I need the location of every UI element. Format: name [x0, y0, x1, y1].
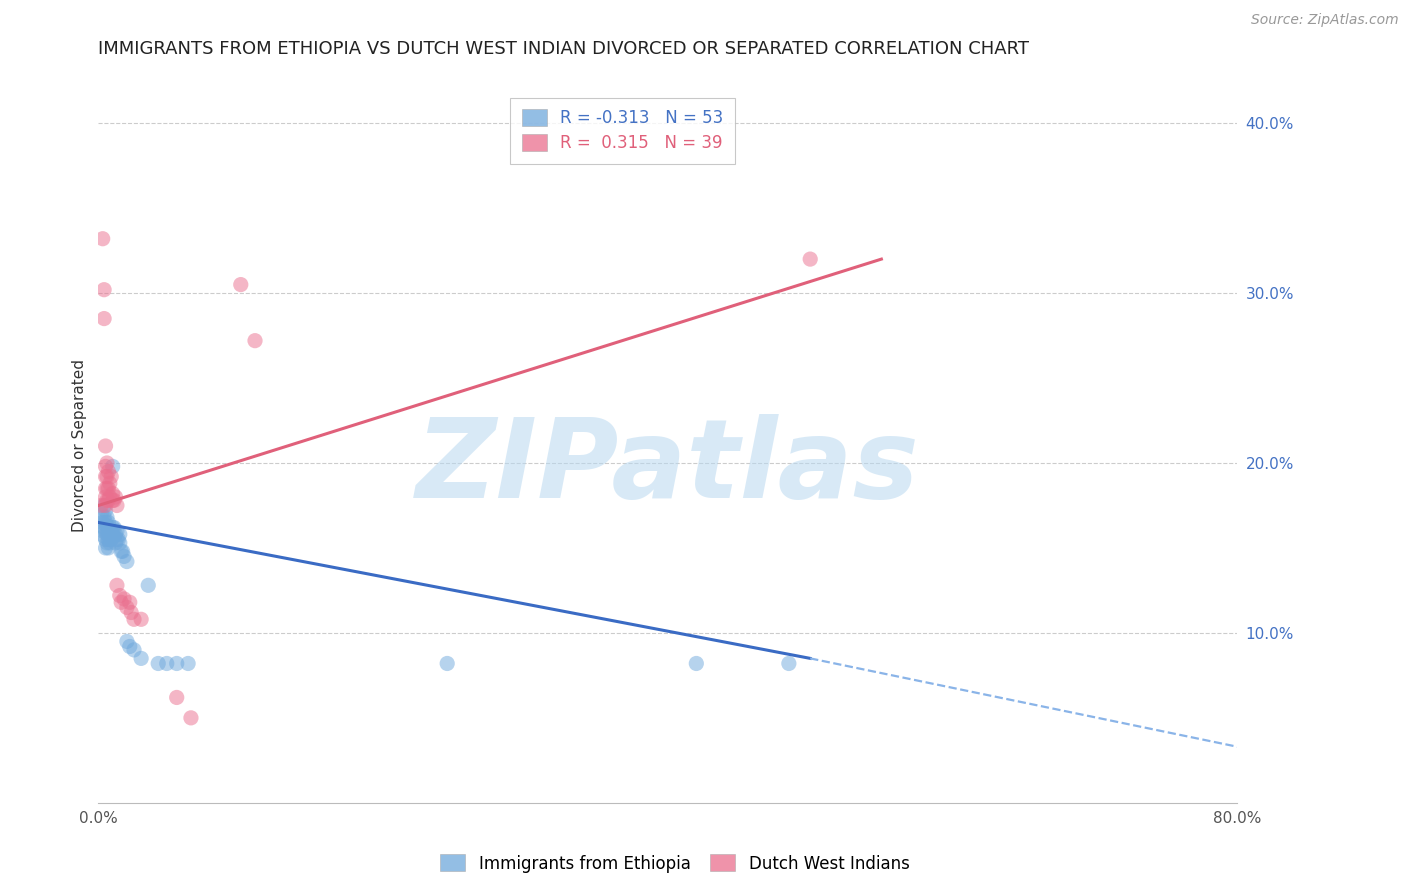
Point [97, 493, 120, 508]
Point [107, 533, 129, 547]
Point [156, 657, 179, 671]
Point [104, 527, 127, 541]
Point [778, 657, 800, 671]
Point [122, 643, 145, 657]
Point [105, 524, 128, 538]
Text: Source: ZipAtlas.com: Source: ZipAtlas.com [1251, 13, 1399, 28]
Point [100, 524, 122, 538]
Point [136, 578, 159, 592]
Y-axis label: Divorced or Separated: Divorced or Separated [72, 359, 87, 533]
Point [108, 527, 131, 541]
Point [177, 657, 200, 671]
Point [94, 482, 117, 496]
Point [96, 493, 118, 508]
Point [98, 520, 121, 534]
Point [243, 334, 266, 348]
Point [122, 612, 145, 626]
Point [110, 595, 132, 609]
Point [97, 533, 120, 547]
Point [97, 541, 120, 555]
Point [101, 520, 124, 534]
Point [103, 529, 125, 543]
Point [148, 657, 170, 671]
Point [98, 476, 121, 491]
Legend: R = -0.313   N = 53, R =  0.315   N = 39: R = -0.313 N = 53, R = 0.315 N = 39 [510, 97, 735, 164]
Point [94, 524, 117, 538]
Point [93, 283, 115, 297]
Point [105, 578, 128, 592]
Point [93, 311, 115, 326]
Point [94, 490, 117, 504]
Text: IMMIGRANTS FROM ETHIOPIA VS DUTCH WEST INDIAN DIVORCED OR SEPARATED CORRELATION : IMMIGRANTS FROM ETHIOPIA VS DUTCH WEST I… [98, 40, 1029, 58]
Point [105, 533, 128, 547]
Point [94, 541, 117, 555]
Point [685, 657, 707, 671]
Point [101, 529, 124, 543]
Point [105, 499, 128, 513]
Point [97, 465, 120, 479]
Point [166, 657, 188, 671]
Point [96, 536, 118, 550]
Point [120, 606, 142, 620]
Point [94, 503, 117, 517]
Point [101, 493, 124, 508]
Point [166, 690, 188, 705]
Point [91, 516, 114, 530]
Text: ZIPatlas: ZIPatlas [416, 414, 920, 521]
Point [229, 277, 252, 292]
Point [115, 555, 138, 569]
Point [129, 651, 152, 665]
Point [97, 524, 120, 538]
Point [93, 529, 115, 543]
Point [90, 499, 112, 513]
Point [93, 499, 115, 513]
Point [118, 640, 141, 654]
Point [101, 486, 124, 500]
Point [799, 252, 821, 266]
Point [108, 536, 131, 550]
Point [94, 516, 117, 530]
Point [112, 549, 135, 564]
Point [180, 711, 202, 725]
Point [100, 469, 122, 483]
Point [97, 482, 120, 496]
Point [436, 657, 458, 671]
Point [96, 510, 118, 524]
Point [93, 510, 115, 524]
Point [103, 493, 125, 508]
Point [104, 536, 127, 550]
Point [94, 459, 117, 474]
Point [94, 533, 117, 547]
Point [91, 232, 114, 246]
Point [91, 524, 114, 538]
Point [98, 536, 121, 550]
Point [90, 507, 112, 521]
Point [96, 456, 118, 470]
Point [101, 459, 124, 474]
Point [110, 544, 132, 558]
Point [96, 482, 118, 496]
Point [100, 533, 122, 547]
Point [98, 529, 121, 543]
Point [108, 589, 131, 603]
Point [118, 595, 141, 609]
Point [96, 519, 118, 533]
Point [97, 516, 120, 530]
Point [96, 469, 118, 483]
Point [129, 612, 152, 626]
Point [96, 527, 118, 541]
Point [94, 469, 117, 483]
Point [104, 490, 127, 504]
Point [98, 490, 121, 504]
Point [111, 544, 134, 558]
Point [94, 439, 117, 453]
Point [115, 634, 138, 648]
Point [103, 520, 125, 534]
Legend: Immigrants from Ethiopia, Dutch West Indians: Immigrants from Ethiopia, Dutch West Ind… [433, 847, 917, 880]
Point [115, 600, 138, 615]
Point [93, 520, 115, 534]
Point [112, 591, 135, 606]
Point [94, 499, 117, 513]
